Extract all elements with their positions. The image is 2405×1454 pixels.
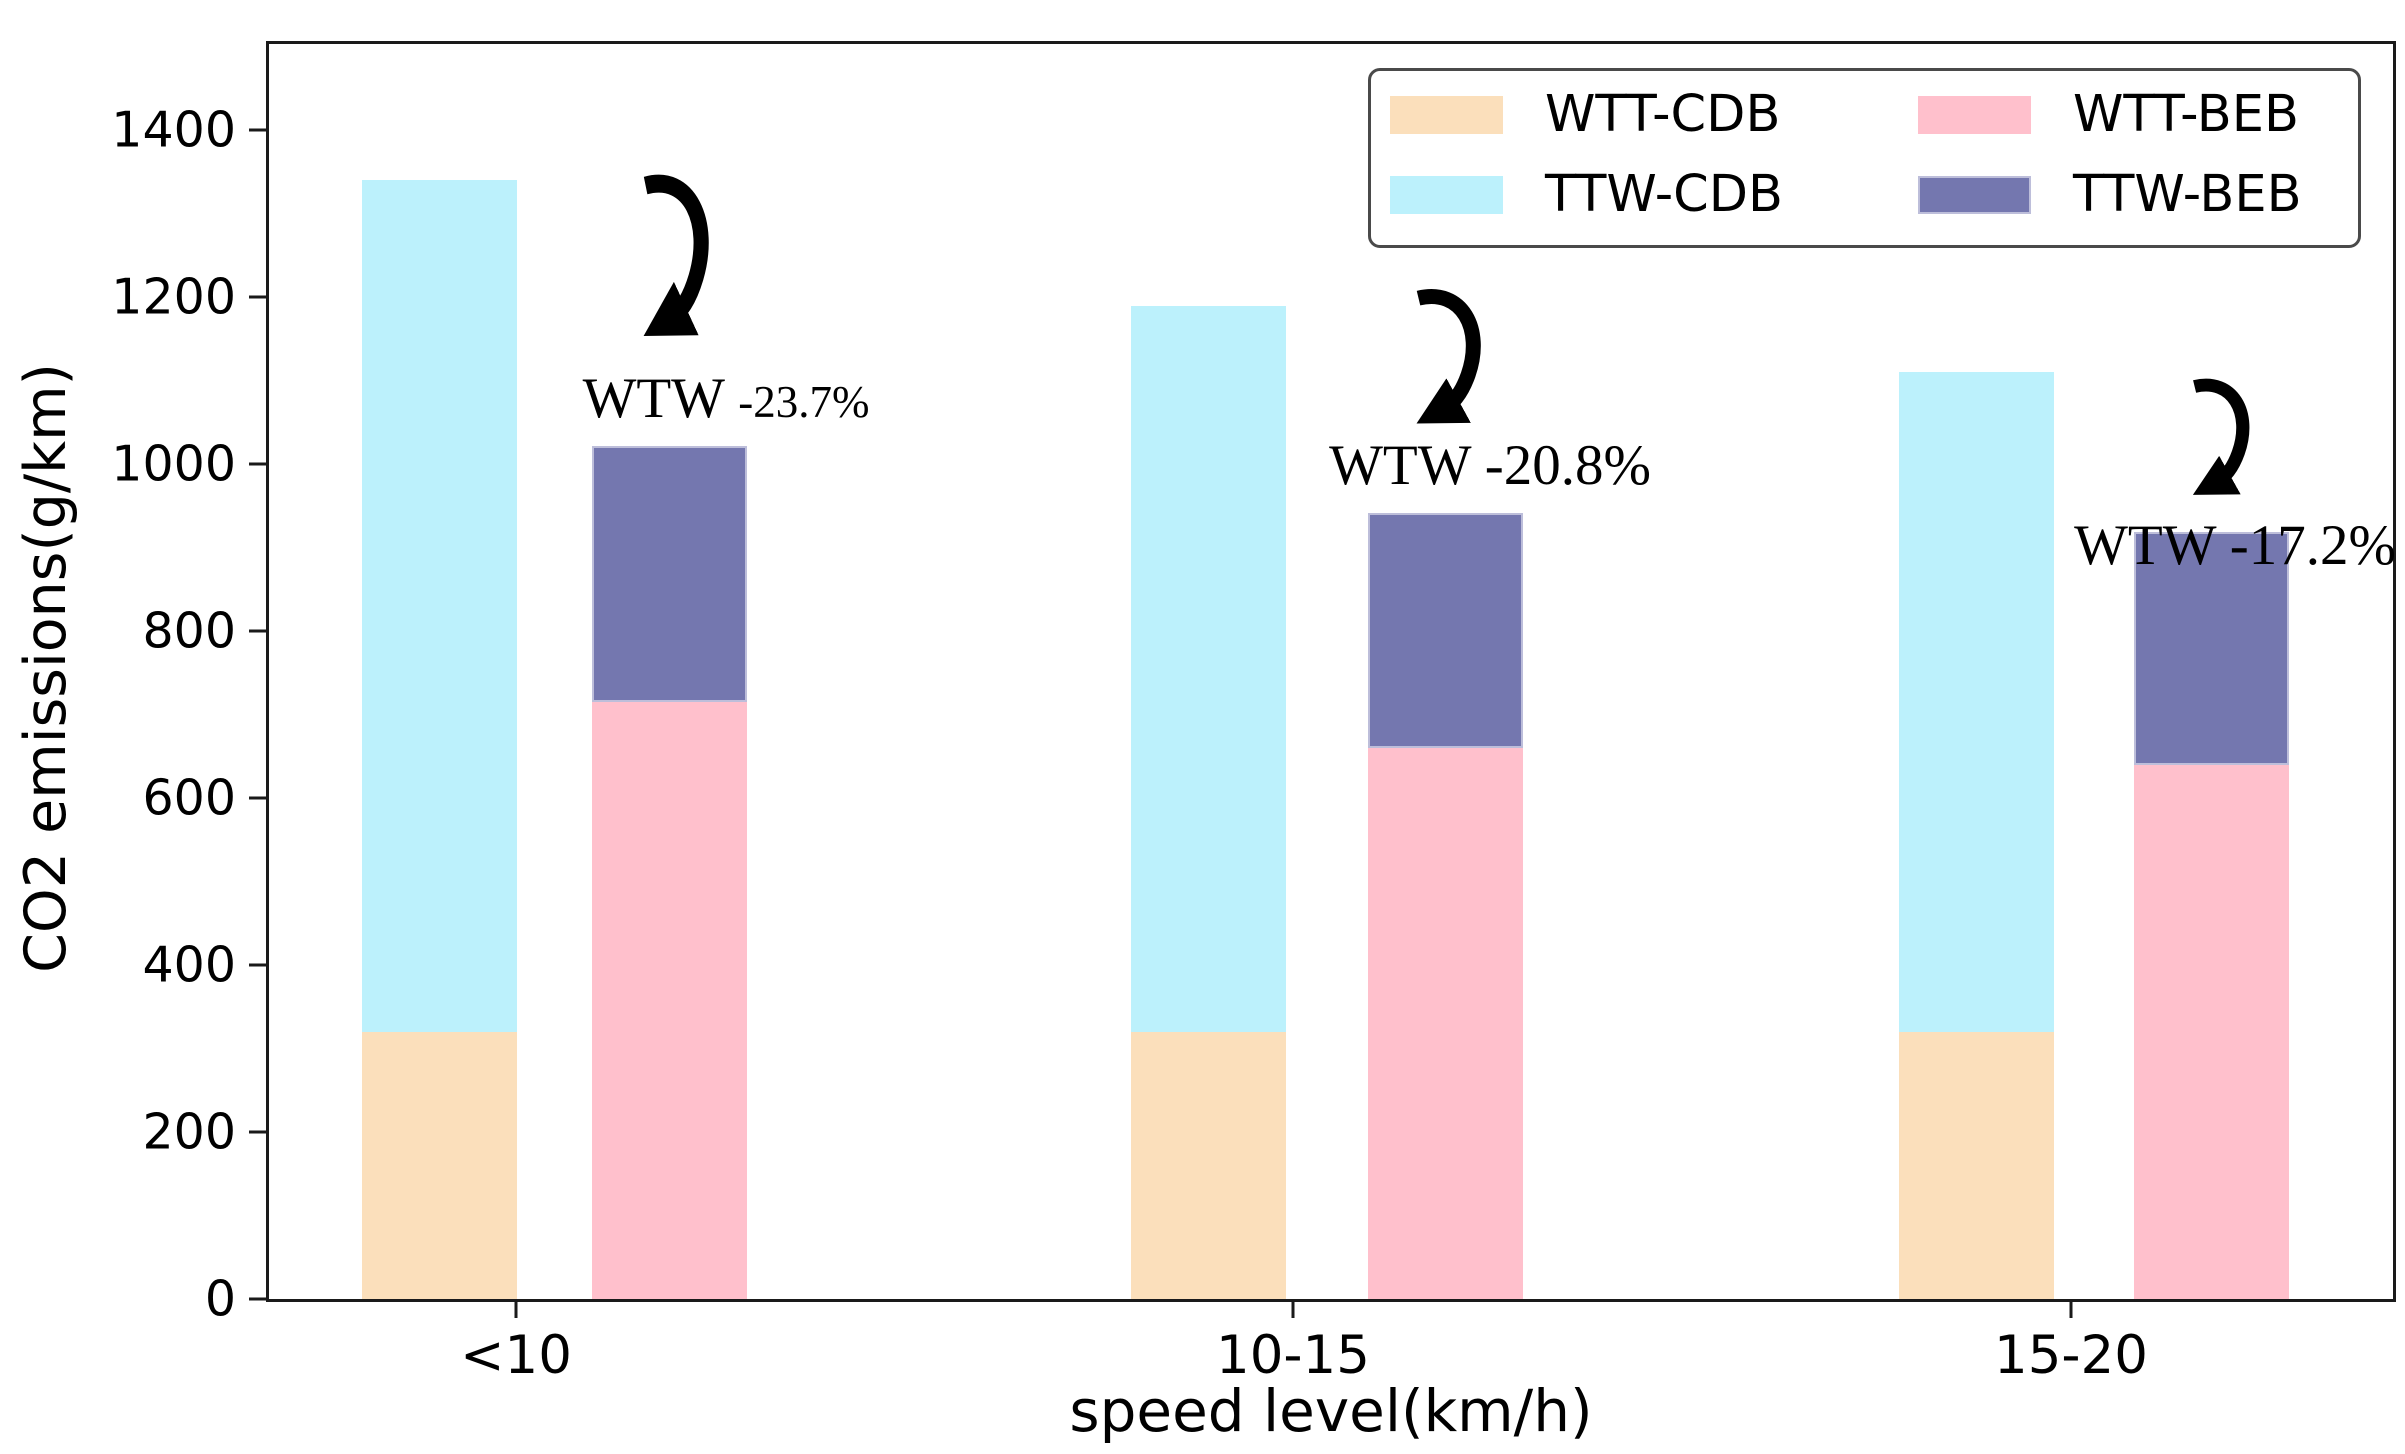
bar-ttw-cdb-1520 [1899,372,2054,1032]
wtw-label: WTW [1329,434,1485,497]
bar-ttw-beb-1015 [1368,513,1523,748]
y-tick-label-0: 0 [204,1270,236,1328]
y-tick-mark-200 [249,1130,266,1134]
curved-arrow-icon [643,174,709,337]
x-tick-label-2: 15-20 [1993,1325,2149,1386]
x-tick-mark-2 [2069,1302,2073,1318]
y-tick-mark-1000 [249,462,266,466]
y-tick-label-600: 600 [142,769,236,827]
bar-wtt-beb-1015 [1368,748,1523,1299]
y-tick-label-200: 200 [142,1103,236,1161]
wtw-annotation-2: WTW -17.2% [2074,513,2396,578]
curved-arrow-icon [1416,289,1481,424]
y-tick-mark-1400 [249,128,266,132]
wtw-annotation-1: WTW -20.8% [1329,433,1651,498]
bar-wtt-beb-1520 [2134,765,2289,1299]
wtw-percent: -20.8% [1484,434,1651,497]
y-tick-mark-400 [249,963,266,967]
bar-wtt-cdb-1520 [1899,1032,2054,1299]
bar-wtt-cdb-1015 [1131,1032,1286,1299]
x-axis-title: speed level(km/h) [1069,1377,1593,1445]
legend-item-wtt-cdb: WTT-CDB [1390,85,1918,144]
y-tick-mark-800 [249,629,266,633]
legend-label-ttw-beb: TTW-BEB [2073,165,2302,224]
legend-swatch-ttw-beb [1918,176,2031,214]
legend-item-wtt-beb: WTT-BEB [1918,85,2358,144]
legend-swatch-ttw-cdb [1390,176,1503,214]
y-tick-mark-1200 [249,295,266,299]
wtw-percent: -23.7% [738,377,870,427]
y-tick-label-800: 800 [142,602,236,660]
wtw-label: WTW [582,367,739,430]
legend-label-ttw-cdb: TTW-CDB [1545,165,1784,224]
y-tick-mark-0 [249,1297,266,1301]
legend-label-wtt-cdb: WTT-CDB [1545,85,1781,144]
y-axis-title: CO2 emissions(g/km) [13,363,79,973]
legend-item-ttw-beb: TTW-BEB [1918,165,2358,224]
plot-area: 0 200 400 600 800 1000 1200 1400 <10 10-15 15-20 … [111,41,2396,1445]
bar-ttw-cdb-10 [362,180,517,1032]
legend: WTT-CDB TTW-CDB WTT-BEB TTW-BEB [1368,68,2361,248]
y-tick-label-1000: 1000 [111,435,236,493]
bar-wtt-cdb-10 [362,1032,517,1299]
bar-ttw-beb-10 [592,446,747,702]
bar-wtt-beb-10 [592,702,747,1299]
y-tick-label-400: 400 [142,936,236,994]
curved-arrow-icon [2192,378,2250,495]
wtw-percent: -17.2% [2229,514,2396,577]
legend-swatch-wtt-cdb [1390,96,1503,134]
legend-swatch-wtt-beb [1918,96,2031,134]
legend-item-ttw-cdb: TTW-CDB [1390,165,1918,224]
y-tick-mark-600 [249,796,266,800]
x-tick-label-1: 10-15 [1215,1325,1371,1386]
bar-ttw-cdb-1015 [1131,306,1286,1032]
bar-ttw-beb-1520 [2134,532,2289,765]
x-tick-mark-0 [514,1302,518,1318]
legend-label-wtt-beb: WTT-BEB [2073,85,2299,144]
wtw-label: WTW [2074,514,2230,577]
x-tick-mark-1 [1291,1302,1295,1318]
x-tick-label-0: <10 [460,1325,572,1386]
y-tick-label-1400: 1400 [111,101,236,159]
wtw-annotation-0: WTW -23.7% [583,366,870,431]
y-tick-label-1200: 1200 [111,268,236,326]
